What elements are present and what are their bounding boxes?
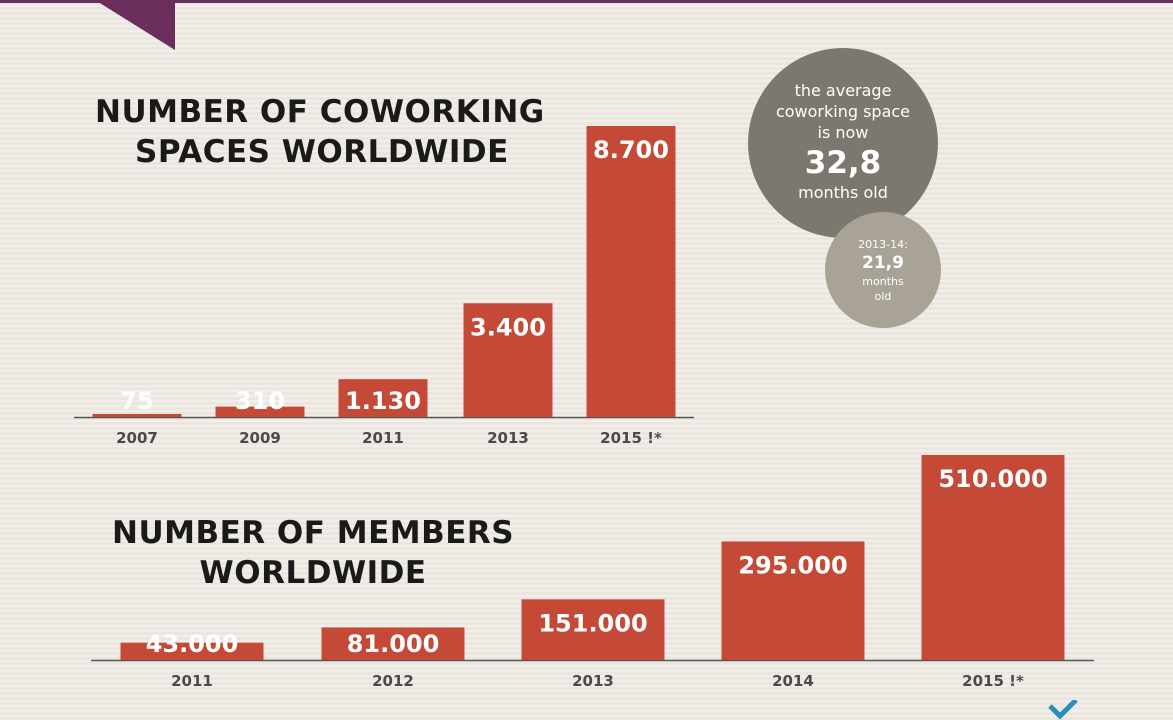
bar-value-label: 151.000 bbox=[538, 609, 647, 637]
bar-value-label: 510.000 bbox=[938, 465, 1047, 493]
x-tick-label: 2011 bbox=[171, 672, 213, 690]
x-tick-label: 2012 bbox=[372, 672, 414, 690]
bar bbox=[721, 541, 865, 660]
bar bbox=[586, 126, 676, 417]
bar-value-label: 43.000 bbox=[146, 630, 239, 658]
previous-age-unit: months bbox=[862, 275, 904, 288]
chart-title-coworking-spaces: NUMBER OF COWORKING SPACES WORLDWIDE bbox=[95, 92, 545, 172]
x-tick-label: 2015 !* bbox=[962, 672, 1024, 690]
average-age-unit: months old bbox=[798, 183, 888, 202]
bar-value-label: 81.000 bbox=[347, 630, 440, 658]
bar bbox=[463, 303, 553, 417]
chart-title-line: NUMBER OF MEMBERS bbox=[112, 515, 515, 551]
x-tick-label: 2014 bbox=[772, 672, 814, 690]
x-tick-label: 2009 bbox=[239, 429, 281, 447]
chart-title-line: WORLDWIDE bbox=[199, 555, 427, 591]
x-tick-label: 2013 bbox=[572, 672, 614, 690]
bar bbox=[215, 406, 305, 417]
previous-age-bubble: 2013-14: 21,9 months old bbox=[825, 212, 941, 328]
previous-age-unit: old bbox=[874, 290, 892, 303]
brand-logo-icon bbox=[1048, 700, 1078, 720]
average-age-text: is now bbox=[817, 123, 869, 142]
bar bbox=[120, 642, 264, 660]
x-tick-label: 2011 bbox=[362, 429, 404, 447]
previous-age-period: 2013-14: bbox=[858, 238, 908, 251]
chart-title-line: SPACES WORLDWIDE bbox=[135, 134, 509, 170]
bar bbox=[338, 379, 428, 417]
average-age-text: coworking space bbox=[775, 102, 911, 121]
average-age-bubble: the average coworking space is now 32,8 … bbox=[748, 48, 938, 238]
x-tick-label: 2007 bbox=[116, 429, 158, 447]
bar-value-label: 3.400 bbox=[470, 313, 546, 341]
bar-value-label: 75 bbox=[120, 387, 153, 415]
chart-title-members: NUMBER OF MEMBERS WORLDWIDE bbox=[112, 513, 514, 593]
bar bbox=[321, 627, 465, 660]
bar bbox=[521, 599, 665, 660]
bar-value-label: 310 bbox=[235, 387, 285, 415]
chart-members: 43.000 2011 81.000 2012 151.000 2013 295.000 20… bbox=[91, 455, 1094, 690]
corner-accent-triangle bbox=[95, 0, 175, 50]
x-tick-label: 2015 !* bbox=[600, 429, 662, 447]
bar-value-label: 8.700 bbox=[593, 136, 669, 164]
average-age-text: the average bbox=[794, 81, 892, 100]
top-accent-line bbox=[0, 0, 1173, 3]
average-age-value: 32,8 bbox=[804, 145, 882, 181]
chart-title-line: NUMBER OF COWORKING bbox=[95, 94, 545, 130]
chart-coworking-spaces: 75 2007 310 2009 1.130 2011 3.400 2013 8.700 2015… bbox=[74, 126, 694, 447]
x-tick-label: 2013 bbox=[487, 429, 529, 447]
bar-value-label: 295.000 bbox=[738, 551, 847, 579]
bar bbox=[92, 414, 182, 417]
previous-age-value: 21,9 bbox=[862, 253, 904, 273]
bar-value-label: 1.130 bbox=[345, 387, 421, 415]
bar bbox=[921, 455, 1065, 660]
